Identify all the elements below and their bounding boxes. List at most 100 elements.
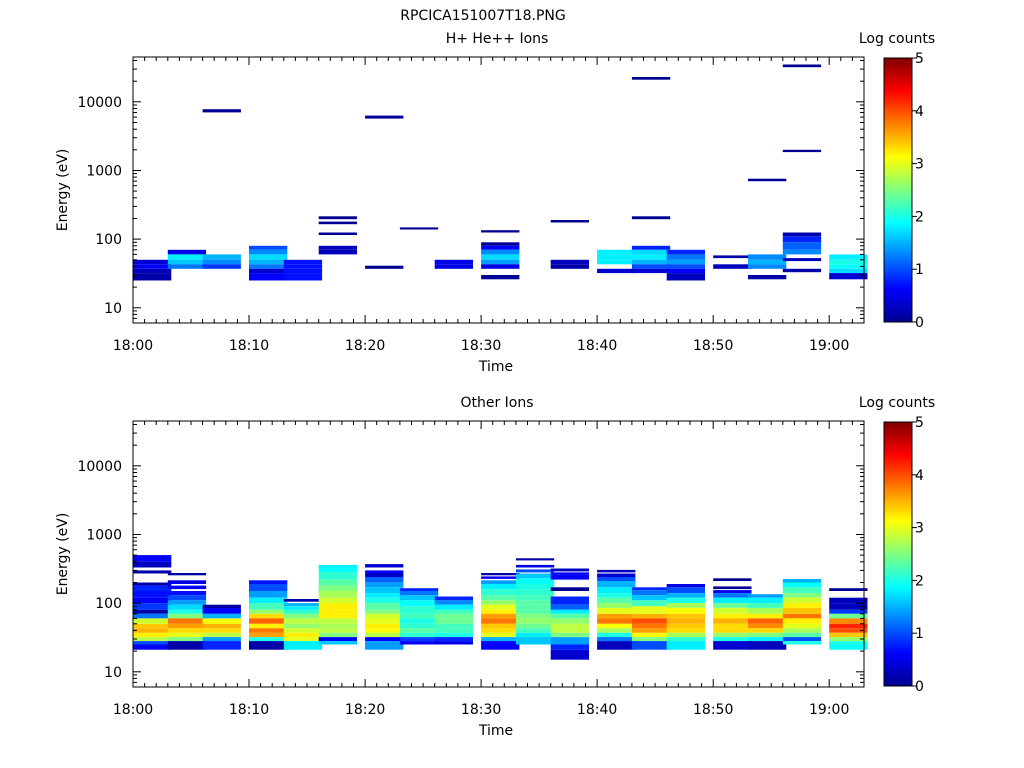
heatmap-cell bbox=[249, 268, 288, 274]
heatmap-cell bbox=[202, 604, 241, 608]
heatmap-cell bbox=[782, 637, 822, 642]
heatmap-cell bbox=[597, 597, 636, 604]
heatmap-cells bbox=[133, 64, 868, 281]
colorbar-label: Log counts bbox=[859, 31, 935, 47]
heatmap-cell bbox=[515, 589, 555, 596]
heatmap-cell bbox=[167, 595, 207, 601]
plot-frame bbox=[132, 56, 865, 324]
heatmap-cell bbox=[133, 632, 172, 638]
colorbar-tick-label: 1 bbox=[915, 626, 924, 642]
heatmap-cell bbox=[167, 600, 207, 605]
heatmap-cell bbox=[249, 254, 288, 260]
heatmap-cell bbox=[515, 637, 555, 645]
heatmap-cell bbox=[748, 623, 787, 629]
x-tick-label: 19:00 bbox=[809, 338, 849, 354]
heatmap-cell bbox=[399, 613, 439, 619]
heatmap-cell bbox=[829, 623, 868, 629]
heatmap-cell bbox=[167, 613, 207, 619]
heatmap-cell bbox=[249, 584, 288, 591]
heatmap-cell bbox=[365, 587, 404, 594]
heatmap-cell bbox=[782, 593, 822, 598]
heatmap-cell bbox=[399, 591, 439, 596]
heatmap-cell bbox=[481, 259, 520, 265]
y-tick-label: 10000 bbox=[77, 95, 122, 111]
heatmap-cell bbox=[631, 606, 671, 614]
x-tick-label: 18:00 bbox=[113, 702, 153, 718]
heatmap-cell bbox=[550, 220, 589, 223]
heatmap-cell bbox=[481, 618, 520, 624]
heatmap-cell bbox=[631, 623, 671, 629]
heatmap-cell bbox=[666, 603, 705, 608]
heatmap-cell bbox=[434, 618, 473, 624]
heatmap-cell bbox=[399, 588, 439, 591]
heatmap-cell bbox=[434, 613, 473, 619]
heatmap-cell bbox=[249, 641, 288, 650]
heatmap-cell bbox=[249, 609, 288, 614]
heatmap-cell bbox=[782, 587, 822, 594]
heatmap-cell bbox=[748, 628, 787, 633]
heatmap-cell bbox=[666, 268, 705, 274]
x-tick-label: 18:40 bbox=[577, 702, 617, 718]
heatmap-cell bbox=[597, 249, 636, 255]
heatmap-cell bbox=[167, 641, 207, 645]
y-tick-label: 100 bbox=[95, 232, 122, 248]
heatmap-cell bbox=[318, 585, 357, 591]
heatmap-cell bbox=[550, 613, 589, 619]
heatmap-cell bbox=[550, 632, 589, 638]
heatmap-cell bbox=[365, 593, 404, 598]
heatmap-cell bbox=[515, 632, 555, 638]
heatmap-cell bbox=[318, 564, 357, 568]
heatmap-cell bbox=[713, 623, 752, 629]
heatmap-cell bbox=[133, 603, 172, 610]
heatmap-cell bbox=[713, 618, 752, 624]
y-axis: 10 100 1000 10000 bbox=[77, 424, 864, 688]
heatmap-cell bbox=[399, 227, 439, 230]
heatmap-cell bbox=[318, 628, 357, 633]
heatmap-cell bbox=[550, 637, 589, 645]
heatmap-cell bbox=[713, 586, 752, 590]
heatmap-cell bbox=[829, 641, 868, 645]
heatmap-cell bbox=[481, 245, 520, 250]
heatmap-cell bbox=[713, 255, 752, 259]
heatmap-cell bbox=[597, 569, 636, 573]
heatmap-cell bbox=[631, 637, 671, 642]
heatmap-cell bbox=[631, 254, 671, 260]
heatmap-cell bbox=[318, 618, 357, 624]
heatmap-cell bbox=[666, 613, 705, 619]
plot-frame bbox=[132, 420, 865, 688]
heatmap-cell bbox=[782, 249, 822, 255]
heatmap-cell bbox=[597, 259, 636, 265]
heatmap-cell bbox=[829, 613, 868, 619]
heatmap-cell bbox=[666, 587, 705, 594]
heatmap-cell bbox=[631, 264, 671, 269]
heatmap-cell bbox=[283, 599, 323, 602]
heatmap-cell bbox=[550, 628, 589, 633]
heatmap-cell bbox=[399, 628, 439, 633]
heatmap-cell bbox=[167, 249, 207, 255]
colorbar-tick-label: 1 bbox=[915, 262, 924, 278]
heatmap-cell bbox=[249, 273, 288, 281]
heatmap-cell bbox=[481, 254, 520, 260]
heatmap-cell bbox=[481, 573, 520, 576]
heatmap-cell bbox=[202, 641, 241, 650]
y-tick-label: 10 bbox=[104, 665, 122, 681]
heatmap-cell bbox=[782, 628, 822, 633]
heatmap-cell bbox=[829, 264, 868, 269]
heatmap-cell bbox=[748, 275, 787, 280]
heatmap-cell bbox=[133, 585, 172, 591]
heatmap-cell bbox=[631, 590, 671, 596]
heatmap-cell bbox=[283, 632, 323, 638]
heatmap-cell bbox=[713, 593, 752, 598]
heatmap-cell bbox=[597, 623, 636, 629]
x-axis-label: Time bbox=[478, 359, 513, 375]
colorbar-ticks: 0 1 2 3 4 5 bbox=[912, 415, 924, 695]
heatmap-cell bbox=[481, 242, 520, 246]
heatmap-cell bbox=[515, 623, 555, 629]
heatmap-cell bbox=[631, 628, 671, 633]
heatmap-cell bbox=[782, 623, 822, 629]
colorbar-tick-label: 0 bbox=[915, 315, 924, 331]
heatmap-cell bbox=[481, 609, 520, 614]
heatmap-cell bbox=[133, 623, 172, 629]
